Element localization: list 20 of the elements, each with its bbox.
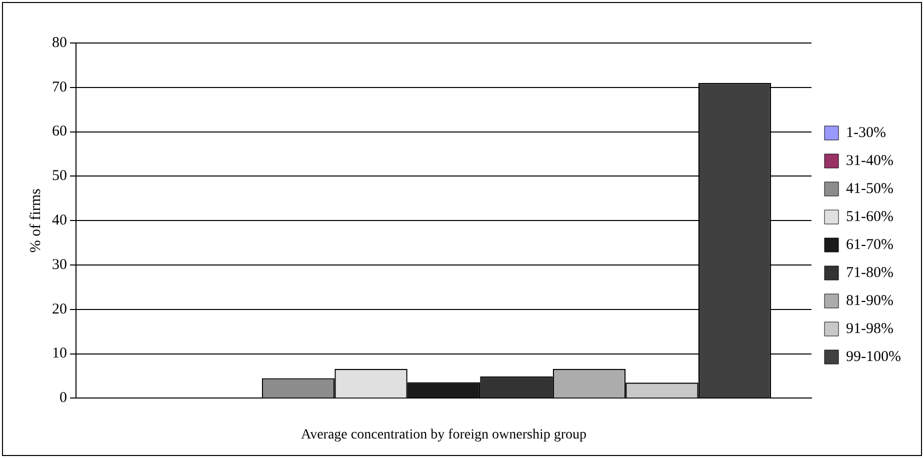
legend-label: 31-40% xyxy=(846,152,894,169)
legend-label: 41-50% xyxy=(846,180,894,197)
legend-label: 81-90% xyxy=(846,292,894,309)
y-tick-label: 80 xyxy=(52,34,67,51)
legend-label: 61-70% xyxy=(846,236,894,253)
y-tick-label: 0 xyxy=(60,390,67,406)
y-tick-label: 40 xyxy=(52,212,67,229)
y-tick-label: 60 xyxy=(52,124,67,140)
legend-label: 51-60% xyxy=(846,208,894,225)
legend-label: 71-80% xyxy=(846,264,894,281)
y-tick-label: 50 xyxy=(52,168,67,184)
legend-label: 99-100% xyxy=(846,348,902,365)
y-tick-label: 30 xyxy=(52,256,67,273)
y-tick-label: 20 xyxy=(52,301,67,318)
y-axis-title: % of firms xyxy=(28,188,44,253)
legend-label: 91-98% xyxy=(846,320,894,337)
x-axis-title: Average concentration by foreign ownership group xyxy=(301,427,586,442)
y-tick-label: 70 xyxy=(52,79,67,96)
legend-label: 1-30% xyxy=(846,124,886,141)
y-tick-label: 10 xyxy=(52,346,67,362)
